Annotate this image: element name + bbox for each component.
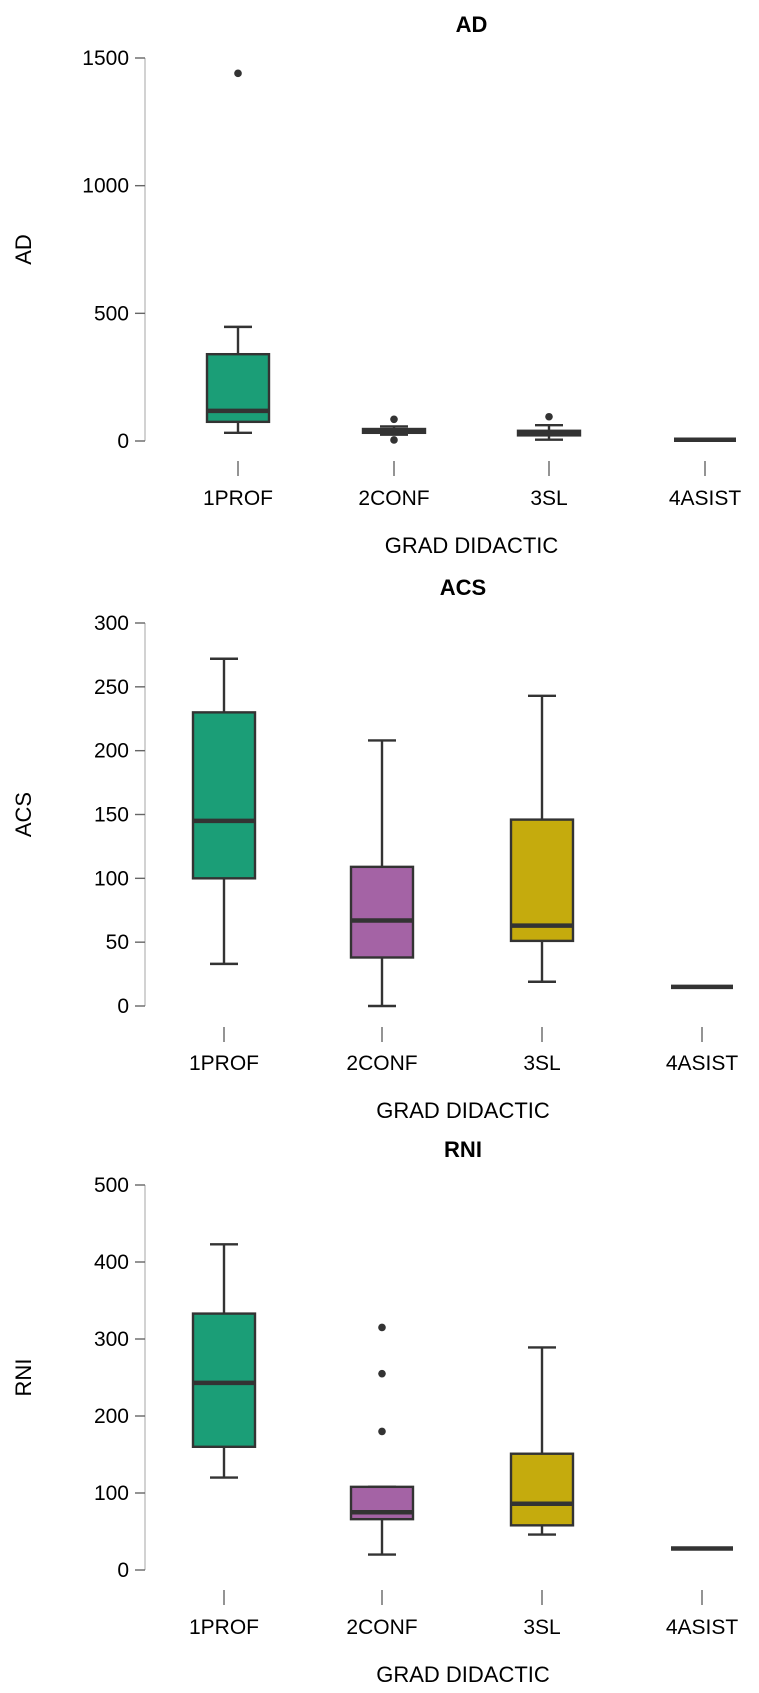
outlier-point [545,412,553,421]
outlier-point [234,69,242,78]
y-tick-label: 300 [94,612,129,635]
chart-title-ad: AD [456,12,488,37]
x-tick-label: 3SL [530,487,567,510]
y-tick-label: 1000 [82,175,129,198]
x-tick-label: 1PROF [189,1616,259,1639]
y-tick-label: 400 [94,1251,129,1274]
y-tick-label: 100 [94,1482,129,1505]
y-tick-label: 200 [94,1405,129,1428]
outlier-point [390,436,398,444]
x-tick-label: 1PROF [189,1052,259,1075]
y-tick-label: 300 [94,1328,129,1351]
outlier-point [390,415,398,424]
y-tick-label: 0 [117,430,129,453]
outlier-point [378,1323,386,1332]
x-tick-label: 3SL [523,1616,560,1639]
x-tick-label: 4ASIST [666,1616,739,1639]
y-tick-label: 500 [94,1174,129,1197]
y-tick-label: 250 [94,676,129,699]
x-tick-label: 3SL [523,1052,560,1075]
box-1prof [191,1312,257,1448]
y-axis-label: AD [11,234,36,265]
box-2conf [349,865,415,959]
x-axis-label: GRAD DIDACTIC [385,533,559,558]
y-tick-label: 0 [117,995,129,1018]
y-tick-label: 150 [94,804,129,827]
y-tick-label: 50 [106,931,129,954]
x-axis-label: GRAD DIDACTIC [376,1098,550,1123]
y-tick-label: 1500 [82,47,129,70]
box-3sl [509,1452,575,1527]
y-axis-label: RNI [11,1359,36,1397]
y-tick-label: 0 [117,1559,129,1582]
x-tick-label: 1PROF [203,487,273,510]
outlier-point [378,1369,386,1378]
x-tick-label: 2CONF [358,487,429,510]
x-tick-label: 4ASIST [666,1052,739,1075]
chart-title-rni: RNI [444,1137,482,1162]
y-tick-label: 200 [94,740,129,763]
outlier-point [378,1427,386,1436]
box-3sl [509,818,575,943]
y-axis-label: ACS [11,792,36,837]
y-tick-label: 100 [94,867,129,890]
chart-title-acs: ACS [440,575,486,600]
x-tick-label: 2CONF [346,1616,417,1639]
y-tick-label: 500 [94,302,129,325]
box-1prof [191,711,257,880]
x-tick-label: 4ASIST [669,487,742,510]
x-tick-label: 2CONF [346,1052,417,1075]
x-axis-label: GRAD DIDACTIC [376,1662,550,1687]
